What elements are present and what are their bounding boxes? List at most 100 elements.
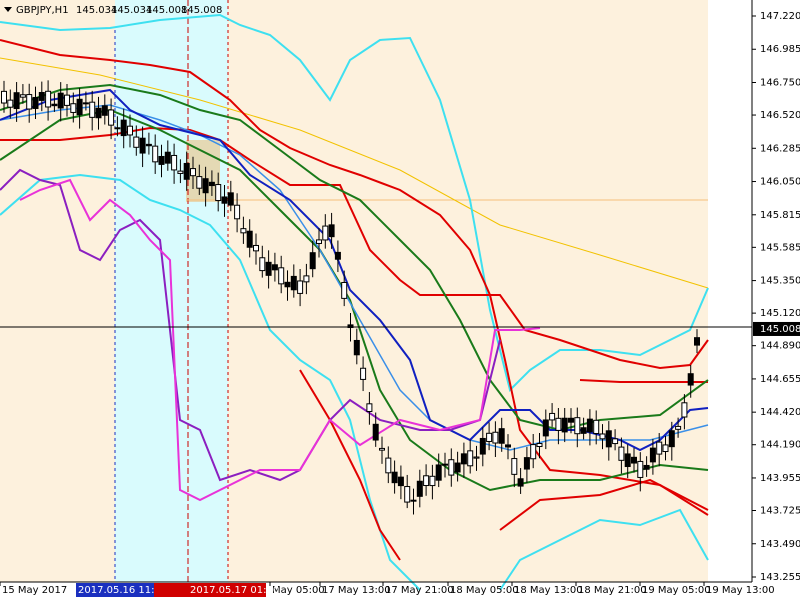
candle-body — [668, 430, 675, 448]
candle-body — [492, 431, 499, 444]
candle-body — [498, 428, 505, 444]
candle-body — [51, 103, 58, 107]
candle-body — [505, 444, 511, 448]
candle-body — [316, 239, 322, 244]
candle-body — [139, 137, 146, 154]
candle-body — [347, 324, 354, 329]
candle-body — [76, 98, 83, 116]
x-tick-label: 19 May 13:00 — [706, 585, 775, 596]
candle-body — [460, 453, 467, 465]
y-tick-label: 146.520 — [760, 110, 800, 121]
candle-body — [13, 92, 20, 110]
candle-body — [309, 252, 316, 270]
candle-body — [265, 261, 272, 276]
candle-body — [681, 402, 688, 418]
candle-body — [227, 192, 234, 206]
candle-body — [215, 184, 222, 202]
candle-body — [423, 475, 430, 487]
candle-body — [687, 373, 694, 386]
x-tick-label: 18 May 13:00 — [514, 585, 583, 596]
candle-body — [152, 145, 159, 163]
candle-body — [555, 417, 562, 431]
candle-body — [542, 419, 549, 437]
candle-body — [599, 433, 606, 440]
candle-body — [397, 476, 404, 487]
candle-body — [89, 101, 96, 118]
candle-body — [586, 418, 593, 433]
y-tick-label: 143.955 — [760, 473, 800, 484]
current-price-box — [753, 321, 800, 336]
ohlc-value: 145.008 — [146, 5, 187, 16]
candle-body — [454, 462, 461, 473]
candle-body — [574, 417, 581, 435]
time-marker-box — [154, 583, 266, 597]
candle-body — [442, 463, 448, 466]
candle-body — [467, 450, 474, 467]
x-tick-label: May 05:00 — [272, 585, 325, 596]
ohlc-value: 145.008 — [181, 5, 222, 16]
candle-body — [246, 230, 253, 248]
upper-band-red — [0, 39, 709, 516]
y-tick-label: 144.890 — [760, 341, 800, 352]
candle-body — [19, 94, 26, 98]
candle-body — [240, 228, 247, 234]
candle-body — [366, 403, 373, 412]
candle-body — [448, 459, 455, 476]
candle-body — [303, 275, 310, 283]
candle-body — [45, 90, 52, 108]
candle-body — [637, 460, 644, 478]
candle-body — [334, 251, 341, 260]
candle-body — [95, 107, 102, 119]
candle-body — [473, 456, 480, 459]
y-tick-label: 146.050 — [760, 177, 800, 188]
candle-body — [70, 103, 77, 113]
current-price-label: 145.008 — [760, 324, 800, 335]
y-tick-label: 145.585 — [760, 242, 800, 253]
candle-body — [360, 367, 367, 380]
x-tick-label: 18 May 21:00 — [578, 585, 647, 596]
candle-body — [57, 92, 64, 109]
price-axis: 147.220 146.985 146.750 146.520 146.285 146.0… — [752, 11, 800, 583]
time-marker-label: 2017.05.16 11:00 — [78, 585, 167, 596]
candle-body — [158, 155, 165, 165]
y-tick-label: 143.725 — [760, 506, 800, 517]
menu-arrow[interactable] — [4, 7, 12, 12]
candle-body — [64, 94, 70, 106]
candle-body — [259, 257, 266, 272]
candle-body — [196, 176, 203, 189]
candle-body — [479, 437, 486, 455]
candle-body — [1, 90, 7, 104]
symbol-label: GBPJPY,H1 — [16, 5, 69, 16]
red-flat — [579, 379, 708, 383]
candle-body — [486, 432, 493, 442]
candle-body — [101, 105, 108, 116]
candle-body — [618, 446, 625, 461]
candle-body — [328, 224, 335, 238]
y-tick-label: 144.420 — [760, 407, 800, 418]
candle-body — [568, 417, 574, 423]
candle-body — [208, 181, 215, 187]
candle-body — [404, 486, 411, 503]
candle-body — [253, 244, 259, 252]
lower-red2 — [499, 478, 709, 531]
x-tick-label: 19 May 05:00 — [642, 585, 711, 596]
y-tick-label: 146.985 — [760, 44, 800, 55]
x-tick-label: 17 May 21:00 — [385, 585, 454, 596]
candle-body — [145, 143, 152, 147]
candles — [1, 80, 700, 515]
candle-body — [511, 458, 518, 475]
lag-magenta — [19, 178, 541, 502]
candle-body — [561, 417, 568, 433]
candle-body — [271, 264, 278, 271]
lower-band-cyan2 — [499, 508, 709, 591]
ohlc-value: 145.034 — [76, 5, 117, 16]
x-tick-label: 17 May 13:00 — [322, 585, 391, 596]
candle-body — [675, 425, 682, 430]
candle-body — [410, 499, 417, 502]
candle-body — [284, 281, 291, 288]
kijun-red — [0, 126, 709, 370]
candle-body — [530, 444, 537, 460]
